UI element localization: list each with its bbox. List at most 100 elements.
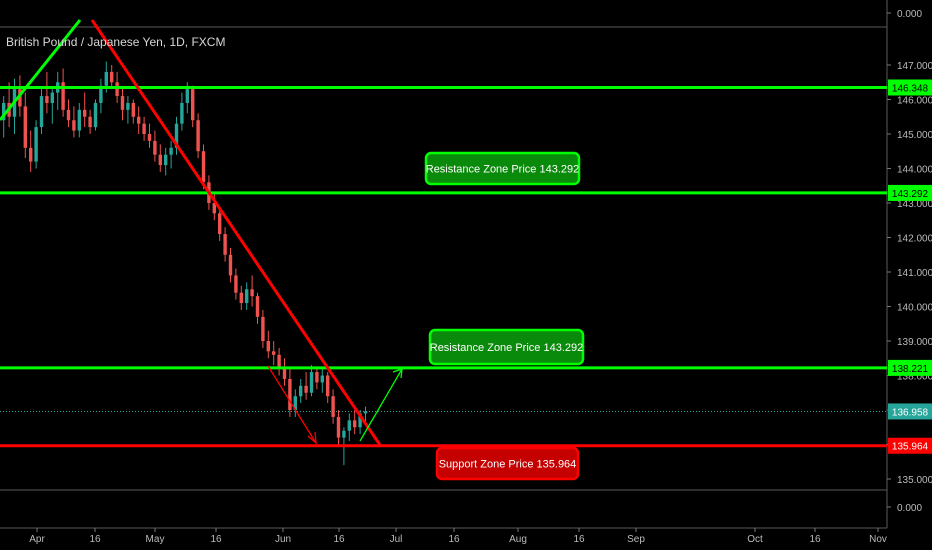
- candle-body: [309, 372, 314, 393]
- candle-body: [110, 71, 114, 83]
- x-tick-label: 16: [448, 534, 460, 545]
- candle-body: [245, 289, 249, 304]
- candle-body: [115, 82, 119, 97]
- annotation-label: Resistance Zone Price 143.292: [426, 164, 579, 176]
- candle-body: [34, 127, 38, 162]
- x-tick-label: 16: [210, 534, 222, 545]
- candle-body: [196, 120, 200, 152]
- candle-body: [353, 420, 357, 428]
- price-tag-label: 138.221: [892, 364, 929, 375]
- x-tick-label: 16: [573, 534, 585, 545]
- candle-body: [358, 413, 362, 428]
- candle-body: [131, 102, 135, 117]
- candle-body: [2, 102, 6, 121]
- projection-arrow-up: [359, 368, 403, 442]
- arrowhead: [392, 368, 403, 379]
- candle-body: [255, 296, 260, 317]
- arrowhead: [307, 431, 317, 445]
- price-tag: [888, 437, 932, 454]
- descending-trendline: [90, 19, 382, 446]
- candle-body: [120, 96, 125, 110]
- price-tag: [888, 79, 932, 96]
- candle-body: [158, 154, 162, 166]
- candle-body: [315, 372, 319, 383]
- x-tick-label: Aug: [509, 534, 527, 545]
- candle-body: [45, 96, 49, 103]
- candle-body: [223, 234, 227, 255]
- y-tick-label: 144.000: [897, 165, 932, 176]
- candle-body: [288, 378, 292, 410]
- candle-body: [61, 82, 65, 110]
- price-tag: [888, 184, 932, 201]
- y-tick-label: 146.000: [897, 96, 932, 107]
- candle-body: [331, 396, 335, 417]
- x-tick-label: May: [146, 534, 165, 545]
- y-tick-label: 145.000: [897, 130, 932, 141]
- candle-body: [169, 147, 173, 155]
- candle-body: [342, 430, 346, 438]
- candle-body: [363, 411, 368, 414]
- candle-body: [72, 120, 76, 131]
- annotation-box: [435, 446, 580, 481]
- candle-body: [174, 123, 179, 148]
- x-tick-label: 16: [333, 534, 345, 545]
- candle-body: [250, 289, 254, 297]
- candle-body: [239, 292, 243, 304]
- candle-body: [277, 354, 281, 369]
- x-tick-label: Sep: [627, 534, 645, 545]
- osc-tick-label: 0.000: [897, 9, 922, 20]
- x-tick-label: Oct: [747, 534, 763, 545]
- x-tick-label: Apr: [29, 534, 45, 545]
- annotation-box: [424, 151, 581, 186]
- annotation-label: Resistance Zone Price 143.292: [430, 342, 583, 354]
- candle-body: [326, 375, 330, 397]
- candle-body: [29, 147, 33, 162]
- candle-body: [23, 106, 27, 148]
- candle-body: [93, 102, 98, 128]
- candle-body: [212, 203, 216, 214]
- candle-body: [18, 89, 22, 107]
- candle-body: [234, 275, 238, 293]
- candle-body: [336, 416, 341, 438]
- candle-body: [66, 109, 71, 121]
- candle-body: [185, 89, 189, 103]
- y-tick-label: 143.000: [897, 199, 932, 210]
- candle-body: [39, 96, 44, 128]
- y-tick-label: 138.000: [897, 372, 932, 383]
- candle-body: [347, 420, 351, 431]
- candle-body: [147, 134, 152, 141]
- candle-body: [228, 254, 233, 276]
- x-tick-label: Nov: [869, 534, 887, 545]
- current-price-tag-label: 136.958: [892, 407, 929, 418]
- candle-body: [153, 140, 157, 155]
- price-tag: [888, 359, 932, 376]
- annotation-box: [428, 328, 585, 366]
- candle-body: [293, 396, 297, 410]
- candle-body: [180, 102, 184, 124]
- candle-body: [272, 351, 276, 355]
- price-tag-label: 135.964: [892, 442, 929, 453]
- x-tick-label: 16: [89, 534, 101, 545]
- price-tag-label: 146.348: [892, 83, 929, 94]
- annotation-label: Support Zone Price 135.964: [439, 459, 577, 471]
- candle-body: [50, 92, 54, 103]
- y-tick-label: 135.000: [897, 475, 932, 486]
- chart-title: British Pound / Japanese Yen, 1D, FXCM: [6, 35, 226, 49]
- candle-body: [218, 213, 222, 235]
- candle-body: [282, 368, 287, 379]
- price-tag-label: 143.292: [892, 189, 929, 200]
- ascending-trendline: [0, 19, 82, 121]
- osc-tick-label: 0.000: [897, 503, 922, 514]
- candle-body: [191, 89, 195, 121]
- x-tick-label: Jun: [275, 534, 291, 545]
- candle-body: [137, 116, 141, 124]
- candle-body: [261, 316, 265, 341]
- candle-body: [88, 116, 92, 128]
- x-tick-label: 16: [809, 534, 821, 545]
- y-tick-label: 142.000: [897, 234, 932, 245]
- x-tick-label: Jul: [390, 534, 403, 545]
- candle-body: [126, 102, 130, 110]
- projection-arrow-down: [267, 365, 317, 444]
- y-tick-label: 147.000: [897, 61, 932, 72]
